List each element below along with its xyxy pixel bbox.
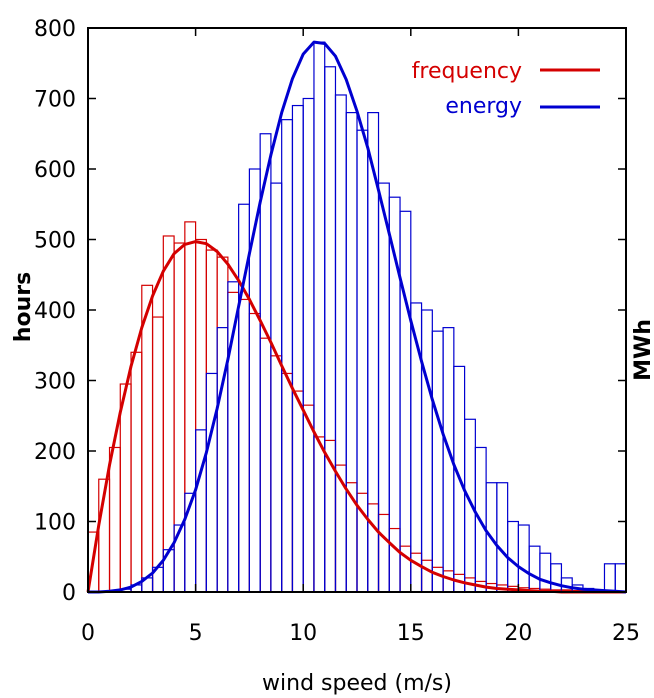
energy-bar [420, 309, 433, 593]
y-tick-label: 600 [34, 158, 76, 183]
energy-bar [356, 129, 369, 593]
energy-bar [313, 41, 326, 593]
frequency-bar [259, 337, 272, 593]
frequency-bar [313, 436, 326, 593]
energy-bar [334, 94, 347, 593]
energy-bar [205, 372, 218, 593]
energy-bar [399, 210, 412, 593]
energy-bar [528, 545, 541, 593]
legend-label-energy: energy [445, 94, 522, 119]
energy-bar [259, 133, 272, 593]
frequency-bar [377, 513, 390, 593]
y-tick-label: 700 [34, 88, 76, 113]
y-axis-title: hours [11, 272, 36, 342]
frequency-bar [238, 298, 250, 593]
legend-label-frequency: frequency [412, 59, 522, 84]
frequency-bar [195, 238, 207, 593]
frequency-bar [108, 446, 121, 593]
x-tick-label: 5 [189, 621, 203, 646]
energy-bar [603, 563, 616, 593]
axis-tick-labels: 0 5 10 15 20 25 0 100 200 300 400 500 600 700 800 [34, 17, 640, 646]
x-tick-label: 25 [612, 621, 640, 646]
energy-bar [539, 552, 552, 593]
energy-bar [173, 524, 186, 593]
energy-bar [302, 97, 315, 593]
frequency-bar [141, 284, 154, 593]
frequency-bar [184, 221, 197, 593]
energy-fit-curve [88, 40, 627, 594]
y-tick-label: 400 [34, 299, 76, 324]
energy-bar [377, 182, 390, 593]
energy-bar [550, 563, 563, 593]
energy-bar [291, 104, 304, 593]
frequency-bar [291, 390, 304, 593]
x-axis-title: wind speed (m/s) [262, 671, 452, 696]
frequency-bar [130, 351, 143, 593]
frequency-bar [151, 316, 164, 593]
energy-bar [270, 182, 283, 593]
frequency-bar [388, 527, 401, 593]
energy-bar [431, 330, 444, 593]
frequency-bar [216, 256, 229, 593]
energy-bar [507, 520, 520, 593]
energy-bar [345, 111, 358, 593]
energy-bar [517, 524, 530, 593]
y-tick-label: 500 [34, 229, 76, 254]
y2-axis-title: MWh [631, 319, 654, 381]
axis-ticks [87, 27, 627, 593]
energy-bar [614, 563, 627, 593]
frequency-bar [431, 566, 444, 593]
y-tick-label: 200 [34, 440, 76, 465]
frequency-bar [119, 383, 132, 593]
x-tick-label: 20 [504, 621, 532, 646]
x-tick-label: 0 [81, 621, 95, 646]
energy-bar [281, 119, 294, 593]
frequency-bar [248, 312, 261, 593]
legend: frequency energy [412, 59, 600, 119]
energy-bar [324, 66, 337, 593]
y-tick-label: 100 [34, 511, 76, 536]
y-tick-label: 300 [34, 370, 76, 395]
frequency-bar [442, 570, 455, 593]
frequency-bar [162, 235, 175, 593]
frequency-bar [420, 559, 433, 593]
x-tick-label: 10 [289, 621, 317, 646]
y-tick-label: 800 [34, 17, 76, 42]
frequency-bar [410, 552, 423, 593]
frequency-bar [270, 355, 283, 593]
energy-bar [496, 482, 509, 593]
frequency-bar [302, 404, 315, 593]
frequency-bar [281, 372, 294, 593]
y-tick-label: 0 [62, 581, 76, 606]
x-tick-label: 15 [397, 621, 425, 646]
frequency-bar [367, 503, 380, 593]
